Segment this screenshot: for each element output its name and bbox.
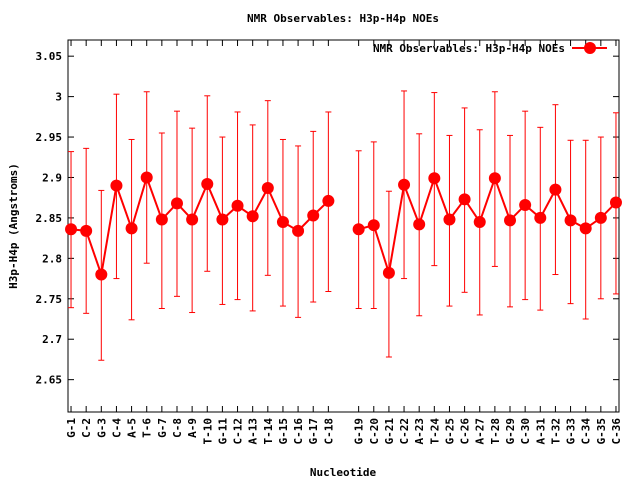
x-tick-label: C-16 [292, 418, 305, 445]
y-tick-label: 3.05 [36, 50, 63, 63]
x-tick-label: T-32 [549, 418, 562, 445]
y-tick-label: 2.85 [36, 212, 63, 225]
data-point [110, 179, 123, 192]
x-tick-label: G-1 [65, 418, 78, 438]
x-tick-label: A-31 [534, 418, 547, 445]
x-tick-label: C-12 [232, 418, 245, 445]
data-point [276, 215, 289, 228]
x-tick-label: T-6 [141, 418, 154, 438]
y-axis-label: H3p-H4p (Angstroms) [7, 163, 20, 289]
data-point [140, 171, 153, 184]
data-point [428, 172, 441, 185]
plot-frame [67, 39, 620, 413]
y-tick-label: 2.95 [36, 131, 63, 144]
data-point [398, 178, 411, 191]
x-tick-label: G-7 [156, 418, 169, 438]
x-tick-label: G-21 [383, 418, 396, 445]
data-point [534, 211, 547, 224]
x-tick-label: C-20 [368, 418, 381, 445]
x-tick-label: G-29 [504, 418, 517, 445]
y-tick-label: 2.65 [36, 374, 63, 387]
y-tick-label: 3 [55, 91, 62, 104]
x-tick-label: C-8 [171, 418, 184, 438]
data-point [579, 222, 592, 235]
x-tick-label: C-4 [110, 418, 123, 438]
chart-title: NMR Observables: H3p-H4p NOEs [247, 12, 439, 25]
x-tick-label: A-5 [126, 418, 139, 438]
data-point [413, 218, 426, 231]
data-point [201, 177, 214, 190]
data-point [443, 213, 456, 226]
data-point [246, 210, 259, 223]
x-tick-label: C-34 [580, 418, 593, 445]
data-point [594, 211, 607, 224]
data-point [95, 268, 108, 281]
series-line-2 [358, 175, 617, 274]
data-point [458, 193, 471, 206]
y-tick-label: 2.8 [42, 252, 62, 265]
x-tick-label: A-23 [413, 418, 426, 445]
x-tick-label: G-19 [353, 418, 366, 445]
x-tick-label: G-25 [443, 418, 456, 445]
data-point [231, 199, 244, 212]
legend: NMR Observables: H3p-H4p NOEs [373, 42, 607, 55]
y-ticks: 2.65 2.7 2.75 2.8 2.85 2.9 2.95 3 3.05 [36, 50, 619, 387]
data-point [65, 223, 78, 236]
x-tick-label: T-10 [201, 418, 214, 445]
data-point [155, 213, 168, 226]
x-tick-label: A-9 [186, 418, 199, 438]
x-ticks: G-1 C-2 G-3 C-4 A-5 T-6 G-7 C-8 A-9 T-10 G-11 C-12 A… [65, 40, 623, 445]
x-tick-label: A-13 [247, 418, 260, 445]
x-tick-label: T-28 [489, 418, 502, 445]
x-tick-label: G-3 [95, 418, 108, 438]
data-point [80, 224, 93, 237]
legend-marker [584, 42, 596, 54]
data-point [186, 213, 199, 226]
x-tick-label: C-36 [610, 418, 623, 445]
data-point [473, 215, 486, 228]
data-point [609, 196, 622, 209]
x-tick-label: C-30 [519, 418, 532, 445]
x-tick-label: G-35 [595, 418, 608, 445]
data-point [549, 183, 562, 196]
data-point [367, 219, 380, 232]
data-point [307, 209, 320, 222]
data-point [382, 266, 395, 279]
x-tick-label: C-18 [322, 418, 335, 445]
x-tick-label: C-2 [80, 418, 93, 438]
series-h3p-h4p-noes [65, 90, 622, 361]
x-tick-label: C-26 [459, 418, 472, 445]
series-line-1 [70, 174, 330, 275]
data-point [504, 214, 517, 227]
x-tick-label: G-17 [307, 418, 320, 445]
x-tick-label: A-27 [474, 418, 487, 445]
x-tick-label: G-15 [277, 418, 290, 445]
data-point [352, 223, 365, 236]
y-tick-label: 2.75 [36, 293, 63, 306]
x-tick-label: G-33 [565, 418, 578, 445]
data-point [488, 172, 501, 185]
x-tick-label: T-14 [262, 418, 275, 445]
data-point [292, 224, 305, 237]
x-axis-label: Nucleotide [310, 466, 377, 479]
data-point [519, 198, 532, 211]
data-point [322, 194, 335, 207]
x-tick-label: C-22 [398, 418, 411, 445]
legend-label: NMR Observables: H3p-H4p NOEs [373, 42, 565, 55]
data-point [261, 181, 274, 194]
y-tick-label: 2.7 [42, 333, 62, 346]
data-point [216, 213, 229, 226]
x-tick-label: G-11 [216, 418, 229, 445]
data-point [170, 197, 183, 210]
y-tick-label: 2.9 [42, 171, 62, 184]
x-tick-label: T-24 [428, 418, 441, 445]
data-point [125, 222, 138, 235]
data-point [564, 214, 577, 227]
